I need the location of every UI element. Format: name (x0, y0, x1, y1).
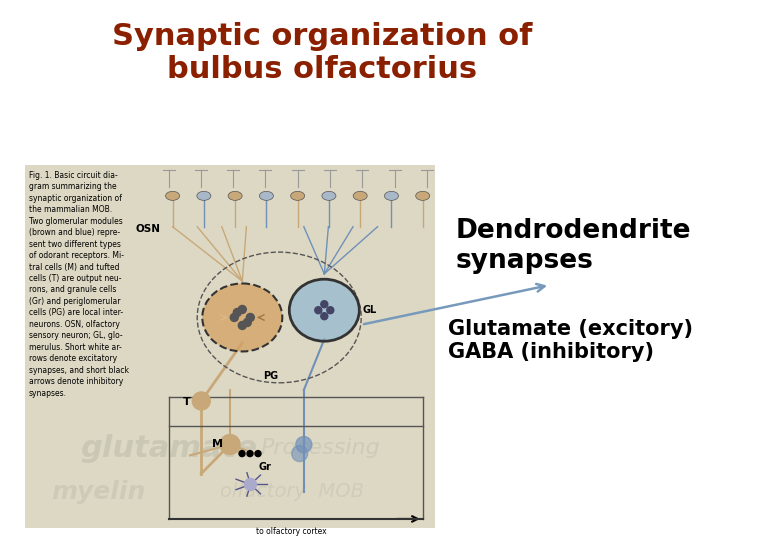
Ellipse shape (202, 284, 283, 352)
Circle shape (238, 321, 247, 329)
Circle shape (247, 313, 254, 321)
Circle shape (244, 478, 257, 490)
Circle shape (247, 450, 253, 457)
Circle shape (321, 313, 328, 320)
Text: Glutamate (excitory)
GABA (inhibitory): Glutamate (excitory) GABA (inhibitory) (448, 319, 693, 362)
Ellipse shape (416, 191, 430, 200)
Circle shape (244, 319, 251, 327)
Circle shape (220, 435, 240, 455)
Text: GL: GL (362, 305, 377, 315)
Text: PG: PG (263, 370, 278, 381)
Text: olfactory  MOB: olfactory MOB (220, 482, 364, 501)
Circle shape (231, 313, 238, 321)
Text: OSN: OSN (136, 224, 161, 233)
Text: Dendrodendrite
synapses: Dendrodendrite synapses (456, 218, 691, 274)
Text: to olfactory cortex: to olfactory cortex (256, 527, 327, 536)
Text: Synaptic organization of
bulbus olfactorius: Synaptic organization of bulbus olfactor… (112, 22, 532, 84)
Ellipse shape (290, 279, 359, 341)
Ellipse shape (353, 191, 367, 200)
Text: Fig. 1. Basic circuit dia-
gram summarizing the
synaptic organization of
the mam: Fig. 1. Basic circuit dia- gram summariz… (29, 171, 129, 397)
Text: Processing: Processing (260, 438, 380, 458)
Ellipse shape (260, 191, 273, 200)
Text: T: T (183, 397, 191, 407)
Text: Gr: Gr (258, 462, 271, 472)
Circle shape (321, 301, 328, 308)
Circle shape (296, 436, 312, 453)
Ellipse shape (165, 191, 179, 200)
Ellipse shape (228, 191, 242, 200)
Ellipse shape (290, 191, 305, 200)
Ellipse shape (322, 191, 336, 200)
Ellipse shape (385, 191, 398, 200)
Text: M: M (212, 438, 223, 449)
Circle shape (315, 307, 322, 314)
Circle shape (238, 306, 247, 313)
Ellipse shape (197, 191, 211, 200)
Circle shape (255, 450, 261, 457)
Text: myelin: myelin (51, 480, 146, 504)
Circle shape (327, 307, 334, 314)
Circle shape (192, 392, 211, 410)
Circle shape (234, 308, 241, 316)
Circle shape (239, 450, 245, 457)
Bar (25, 165, 435, 528)
Circle shape (292, 446, 308, 462)
Text: glutamate: glutamate (80, 434, 257, 463)
